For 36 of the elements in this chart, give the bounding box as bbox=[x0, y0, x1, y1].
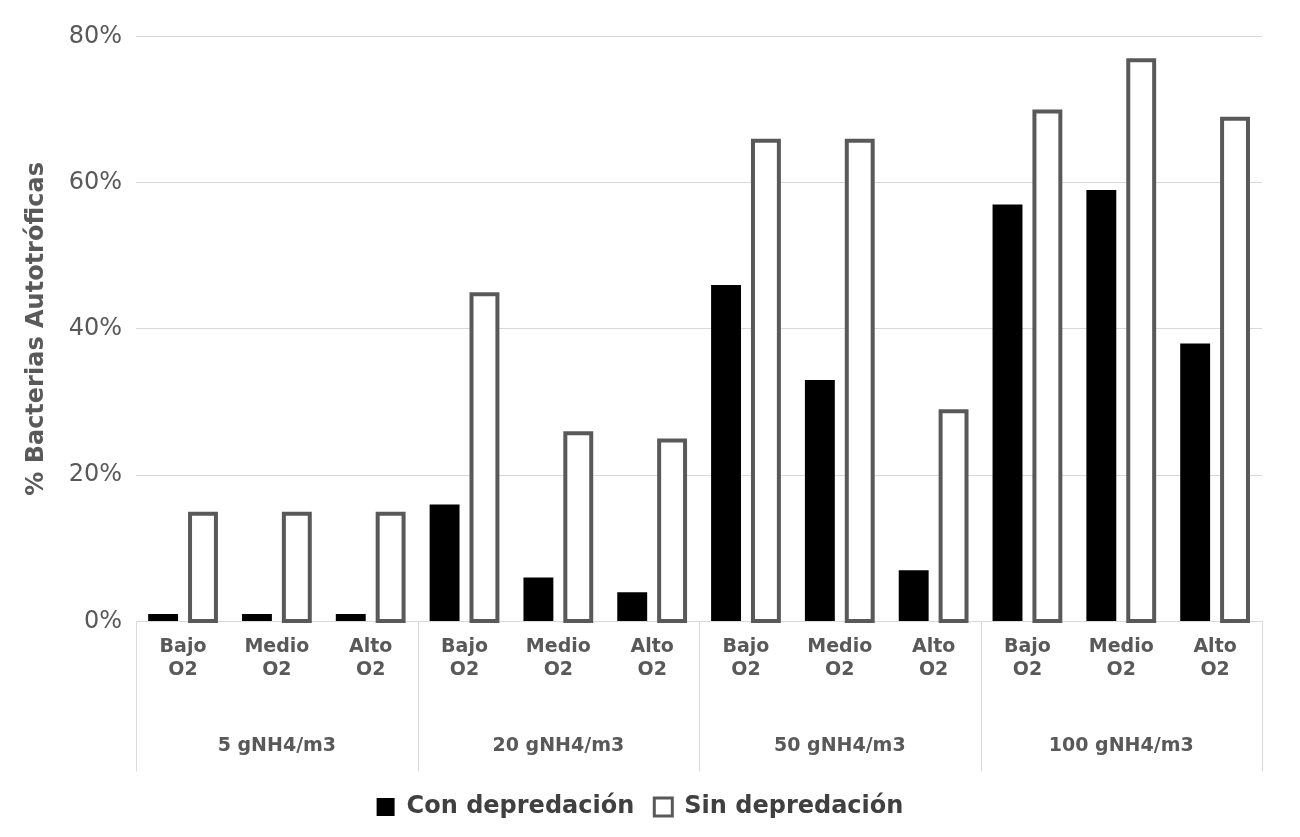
bar bbox=[617, 592, 648, 621]
bar bbox=[898, 570, 929, 621]
legend-label: Con depredación bbox=[406, 791, 635, 820]
text: 100 gNH4/m3 bbox=[1048, 733, 1194, 756]
bar bbox=[429, 504, 460, 621]
y-tick-label: 80% bbox=[68, 20, 123, 49]
y-tick-label: 60% bbox=[68, 166, 123, 195]
y-tick-label: 20% bbox=[68, 459, 123, 488]
y-axis-title: % Bacterias Autotróficas bbox=[20, 162, 49, 496]
x-tick-label: Alto O2 bbox=[630, 633, 674, 679]
bar bbox=[711, 285, 741, 621]
x-tick-label: Bajo O2 bbox=[159, 633, 207, 679]
x-tick-label: Alto O2 bbox=[349, 633, 393, 679]
x-tick-label: Medio O2 bbox=[525, 633, 591, 679]
bar bbox=[1180, 343, 1211, 621]
y-tick-label: 40% bbox=[68, 313, 123, 342]
text: 50 gNH4/m3 bbox=[773, 733, 906, 756]
x-tick-label: Alto O2 bbox=[911, 633, 956, 679]
bar bbox=[241, 614, 272, 621]
bar bbox=[1086, 189, 1117, 621]
x-tick-label: Medio O2 bbox=[244, 633, 310, 679]
legend-label: Sin depredación bbox=[684, 791, 904, 820]
x-tick-label: Alto O2 bbox=[1193, 633, 1237, 679]
text: 5 gNH4/m3 bbox=[217, 733, 337, 756]
y-tick-label: 0% bbox=[84, 605, 123, 634]
x-tick-label: Bajo O2 bbox=[441, 633, 488, 679]
bar bbox=[992, 204, 1023, 621]
x-tick-label: Medio O2 bbox=[1088, 633, 1154, 679]
bar bbox=[804, 380, 835, 621]
text: 20 gNH4/m3 bbox=[492, 733, 625, 756]
bar bbox=[335, 614, 366, 621]
x-tick-label: Bajo O2 bbox=[1004, 633, 1051, 679]
x-tick-label: Medio O2 bbox=[807, 633, 873, 679]
bar bbox=[523, 577, 554, 621]
x-tick-label: Bajo O2 bbox=[722, 633, 770, 679]
bar bbox=[148, 614, 179, 621]
